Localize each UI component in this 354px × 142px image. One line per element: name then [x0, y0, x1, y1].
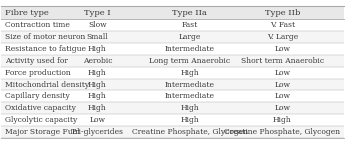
FancyBboxPatch shape: [1, 6, 344, 19]
Text: Intermediate: Intermediate: [165, 81, 215, 89]
Text: Contraction time: Contraction time: [5, 21, 70, 29]
Text: Low: Low: [274, 69, 290, 77]
Text: Fibre type: Fibre type: [5, 9, 48, 16]
Text: Type IIb: Type IIb: [264, 9, 300, 16]
Text: Major Storage Fuel: Major Storage Fuel: [5, 128, 79, 136]
Text: Low: Low: [274, 104, 290, 112]
Text: High: High: [181, 116, 199, 124]
FancyBboxPatch shape: [1, 79, 344, 90]
Text: Oxidative capacity: Oxidative capacity: [5, 104, 76, 112]
Text: Size of motor neuron: Size of motor neuron: [5, 33, 85, 41]
Text: Force production: Force production: [5, 69, 70, 77]
Text: Fast: Fast: [182, 21, 198, 29]
Text: Long term Anaerobic: Long term Anaerobic: [149, 57, 230, 65]
FancyBboxPatch shape: [1, 55, 344, 67]
Text: High: High: [181, 104, 199, 112]
Text: Activity used for: Activity used for: [5, 57, 68, 65]
Text: Intermediate: Intermediate: [165, 92, 215, 100]
FancyBboxPatch shape: [1, 90, 344, 102]
Text: Large: Large: [179, 33, 201, 41]
FancyBboxPatch shape: [1, 126, 344, 138]
FancyBboxPatch shape: [1, 19, 344, 31]
Text: Creatine Phosphate, Glycogen: Creatine Phosphate, Glycogen: [224, 128, 340, 136]
Text: Small: Small: [86, 33, 108, 41]
FancyBboxPatch shape: [1, 43, 344, 55]
Text: High: High: [88, 69, 107, 77]
Text: Low: Low: [274, 81, 290, 89]
Text: Tri-glycerides: Tri-glycerides: [71, 128, 124, 136]
Text: Type IIa: Type IIa: [172, 9, 207, 16]
Text: Creatine Phosphate, Glycogen: Creatine Phosphate, Glycogen: [132, 128, 248, 136]
Text: High: High: [273, 116, 292, 124]
Text: Type I: Type I: [84, 9, 110, 16]
Text: Intermediate: Intermediate: [165, 45, 215, 53]
Text: High: High: [88, 81, 107, 89]
FancyBboxPatch shape: [1, 31, 344, 43]
Text: Low: Low: [274, 92, 290, 100]
Text: Aerobic: Aerobic: [82, 57, 112, 65]
Text: High: High: [88, 104, 107, 112]
Text: High: High: [88, 45, 107, 53]
FancyBboxPatch shape: [1, 114, 344, 126]
Text: V. Fast: V. Fast: [270, 21, 295, 29]
Text: Resistance to fatigue: Resistance to fatigue: [5, 45, 86, 53]
Text: Short term Anaerobic: Short term Anaerobic: [241, 57, 324, 65]
Text: Low: Low: [274, 45, 290, 53]
Text: Glycolytic capacity: Glycolytic capacity: [5, 116, 77, 124]
Text: V. Large: V. Large: [267, 33, 298, 41]
Text: High: High: [88, 92, 107, 100]
Text: Low: Low: [89, 116, 105, 124]
Text: Mitochondrial density: Mitochondrial density: [5, 81, 89, 89]
FancyBboxPatch shape: [1, 102, 344, 114]
Text: Slow: Slow: [88, 21, 107, 29]
Text: High: High: [181, 69, 199, 77]
FancyBboxPatch shape: [1, 67, 344, 79]
Text: Capillary density: Capillary density: [5, 92, 70, 100]
